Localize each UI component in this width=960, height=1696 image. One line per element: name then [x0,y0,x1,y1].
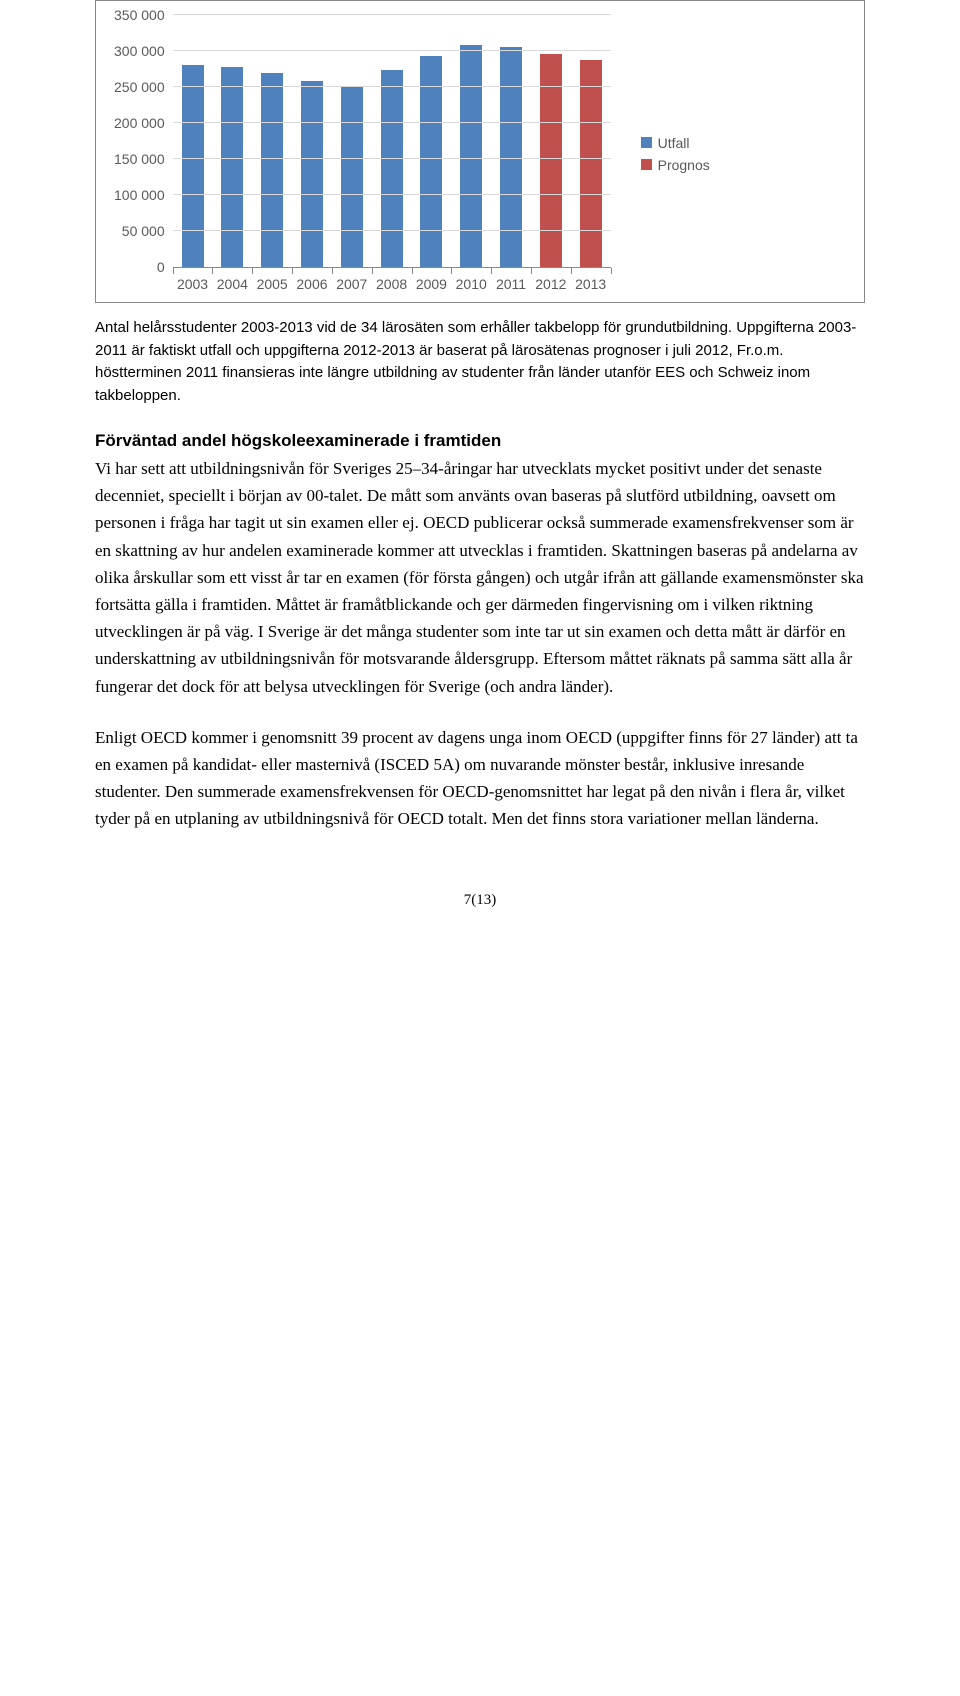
x-tick [332,268,333,274]
x-tick-row [173,268,611,274]
legend-label: Prognos [658,157,710,173]
y-axis: 350 000 300 000 250 000 200 000 150 000 100 0… [114,8,173,274]
bar [261,73,283,267]
gridline [173,230,611,231]
plot-area [173,15,611,268]
y-tick-label: 50 000 [122,224,165,238]
bar [182,65,204,267]
y-tick-label: 200 000 [114,116,165,130]
chart-container: 350 000 300 000 250 000 200 000 150 000 100 0… [95,0,865,303]
bar [460,45,482,267]
bar [341,86,363,267]
chart-plot-and-axes: 350 000300 000250 000200 000150 000100 0… [114,15,611,292]
gridline [173,50,611,51]
page: 350 000 300 000 250 000 200 000 150 000 100 0… [0,0,960,949]
x-tick [571,268,572,274]
x-tick [173,268,174,274]
bar [221,67,243,267]
x-tick-label: 2010 [451,276,491,292]
page-number: 7(13) [95,892,865,909]
bar [301,81,323,267]
x-tick [292,268,293,274]
bar [420,56,442,267]
x-tick-label: 2011 [491,276,531,292]
legend-label: Utfall [658,135,690,151]
bar [580,60,602,267]
body-paragraph-1: Vi har sett att utbildningsnivån för Sve… [95,455,865,700]
x-tick-label: 2005 [252,276,292,292]
x-tick [252,268,253,274]
x-tick [412,268,413,274]
x-tick [372,268,373,274]
body-paragraph-2: Enligt OECD kommer i genomsnitt 39 proce… [95,724,865,833]
x-axis: 2003200420052006200720082009201020112012… [173,274,611,292]
x-tick-label: 2012 [531,276,571,292]
x-tick-label: 2003 [173,276,213,292]
x-tick-label: 2004 [212,276,252,292]
x-tick-label: 2008 [372,276,412,292]
bar [381,70,403,267]
x-tick [451,268,452,274]
gridline [173,122,611,123]
x-tick [491,268,492,274]
chart-caption: Antal helårsstudenter 2003-2013 vid de 3… [95,317,865,407]
y-tick-label: 300 000 [114,44,165,58]
chart-inner: 350 000300 000250 000200 000150 000100 0… [114,15,846,292]
y-tick-label: 150 000 [114,152,165,166]
x-tick [531,268,532,274]
x-tick-label: 2006 [292,276,332,292]
y-tick-label: 100 000 [114,188,165,202]
gridline [173,86,611,87]
legend-swatch [641,137,652,148]
plot-wrap: 2003200420052006200720082009201020112012… [173,15,611,292]
gridline [173,194,611,195]
legend: Utfall Prognos [611,15,710,292]
legend-item: Utfall [641,135,710,151]
x-tick-label: 2009 [411,276,451,292]
gridline [173,14,611,15]
x-tick [611,268,612,274]
y-tick-label: 250 000 [114,80,165,94]
y-tick-label: 0 [157,260,165,274]
x-tick [212,268,213,274]
legend-item: Prognos [641,157,710,173]
section-heading: Förväntad andel högskoleexaminerade i fr… [95,431,865,451]
gridline [173,158,611,159]
y-tick-label: 350 000 [114,8,165,22]
legend-swatch [641,159,652,170]
x-tick-label: 2007 [332,276,372,292]
x-tick-label: 2013 [571,276,611,292]
